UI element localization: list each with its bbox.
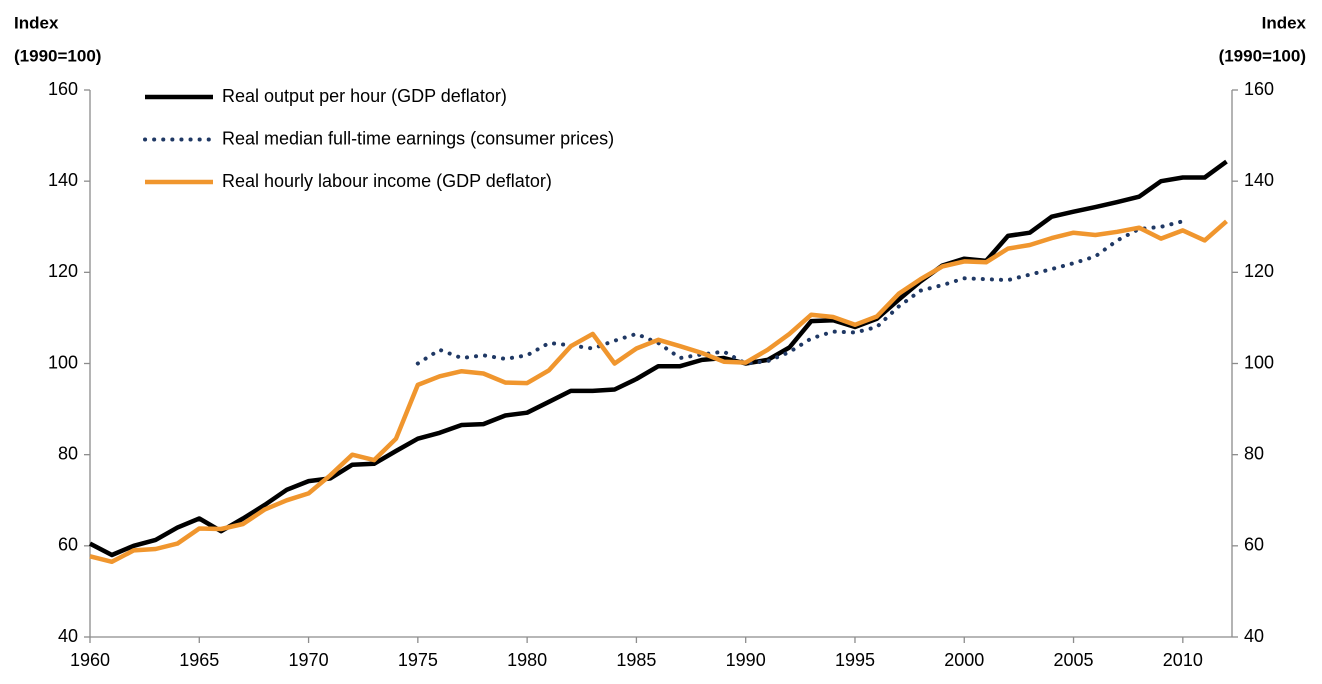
series-line [89,219,1228,565]
x-tick-label: 2000 [944,650,984,670]
x-tick-label: 2005 [1054,650,1094,670]
x-tick-label: 1970 [289,650,329,670]
x-tick-label: 1980 [507,650,547,670]
y2-tick-label: 120 [1244,261,1274,281]
y2-axis-title: (1990=100) [1219,46,1306,65]
y-tick-label: 60 [58,535,78,555]
y2-tick-label: 80 [1244,443,1264,463]
legend-label: Real output per hour (GDP deflator) [222,86,507,106]
y2-tick-label: 40 [1244,626,1264,646]
y2-axis-title: Index [1262,13,1307,32]
y-tick-label: 120 [48,261,78,281]
x-tick-label: 1990 [726,650,766,670]
y2-tick-label: 140 [1244,170,1274,190]
legend-label: Real median full-time earnings (consumer… [222,128,614,148]
y2-tick-label: 160 [1244,79,1274,99]
y2-tick-label: 100 [1244,352,1274,372]
x-tick-label: 1985 [616,650,656,670]
legend-label: Real hourly labour income (GDP deflator) [222,171,552,191]
y-tick-label: 40 [58,626,78,646]
series-line [415,219,1185,366]
y-tick-label: 140 [48,170,78,190]
series-line [88,159,1228,558]
y-axis-title: (1990=100) [14,46,101,65]
x-tick-label: 1995 [835,650,875,670]
x-tick-label: 1960 [70,650,110,670]
y-tick-label: 160 [48,79,78,99]
y-tick-label: 100 [48,352,78,372]
x-tick-label: 2010 [1163,650,1203,670]
y2-tick-label: 60 [1244,535,1264,555]
x-tick-label: 1965 [179,650,219,670]
y-tick-label: 80 [58,443,78,463]
x-tick-label: 1975 [398,650,438,670]
y-axis-title: Index [14,13,59,32]
